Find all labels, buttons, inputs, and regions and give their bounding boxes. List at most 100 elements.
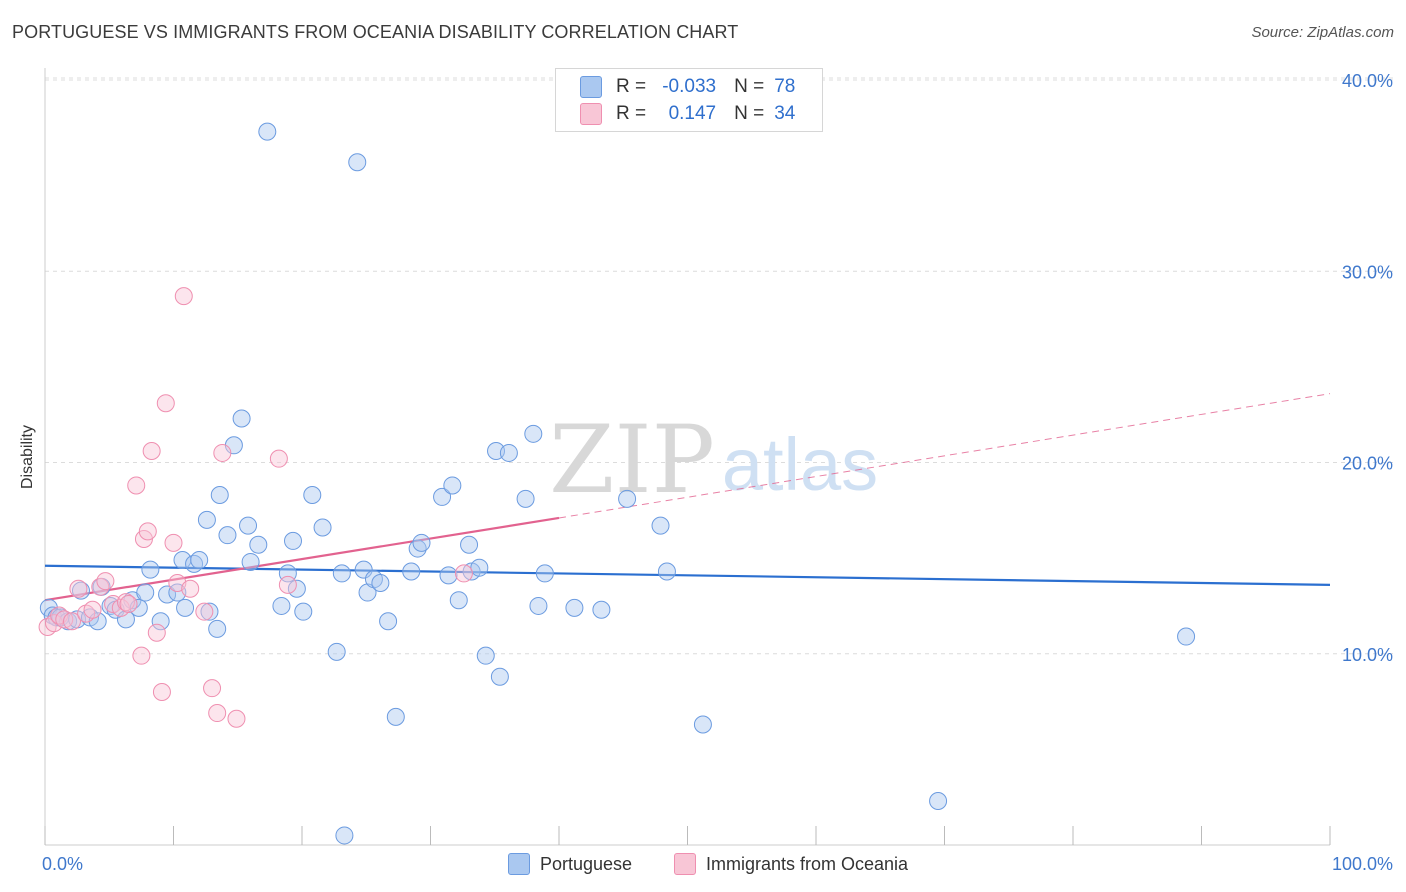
data-points — [38, 122, 1196, 845]
r-label: R = — [616, 103, 647, 124]
chart-title: PORTUGUESE VS IMMIGRANTS FROM OCEANIA DI… — [12, 22, 739, 42]
point-portuguese — [693, 715, 712, 734]
trend-lines — [44, 393, 1331, 602]
point-portuguese — [618, 489, 637, 508]
point-portuguese — [402, 562, 421, 581]
trend-line-oceania-extension — [558, 393, 1331, 519]
legend-swatch-oceania — [580, 103, 602, 125]
point-portuguese — [371, 573, 390, 592]
point-portuguese — [151, 612, 170, 631]
point-oceania — [142, 442, 161, 461]
point-portuguese — [208, 619, 227, 638]
n-value: 78 — [774, 76, 796, 97]
point-oceania — [181, 579, 200, 598]
point-oceania — [96, 572, 115, 591]
point-portuguese — [499, 443, 518, 462]
point-portuguese — [303, 486, 322, 505]
point-oceania — [227, 709, 246, 728]
point-portuguese — [313, 518, 332, 537]
watermark: ZIP atlas — [549, 406, 878, 515]
x-tick-label: 100.0% — [1332, 854, 1393, 874]
axes — [44, 68, 1331, 846]
legend-swatch — [508, 853, 530, 875]
watermark-zip: ZIP — [549, 406, 715, 515]
point-oceania — [269, 449, 288, 468]
point-oceania — [208, 704, 227, 723]
point-portuguese — [136, 583, 155, 602]
legend-label: Portuguese — [540, 853, 633, 874]
point-portuguese — [470, 558, 489, 577]
y-tick-label: 30.0% — [1342, 262, 1393, 282]
legend-label: Immigrants from Oceania — [706, 853, 909, 874]
point-oceania — [147, 623, 166, 642]
point-oceania — [127, 476, 146, 495]
point-portuguese — [232, 409, 251, 428]
legend-item-portuguese: Portuguese — [508, 852, 632, 876]
watermark-atlas: atlas — [722, 423, 878, 506]
point-oceania — [132, 646, 151, 665]
point-portuguese — [210, 486, 229, 505]
point-oceania — [119, 595, 138, 614]
point-portuguese — [272, 596, 291, 615]
point-portuguese — [386, 707, 405, 726]
point-portuguese — [294, 602, 313, 621]
r-value: -0.033 — [662, 76, 717, 97]
point-oceania — [164, 533, 183, 552]
point-portuguese — [258, 122, 277, 141]
x-tick-label: 0.0% — [42, 854, 83, 874]
r-label: R = — [616, 76, 647, 97]
point-portuguese — [529, 596, 548, 615]
point-portuguese — [929, 792, 948, 811]
point-portuguese — [379, 612, 398, 631]
point-portuguese — [651, 516, 670, 535]
point-portuguese — [439, 566, 458, 585]
point-portuguese — [249, 535, 268, 554]
point-oceania — [91, 577, 110, 596]
r-value: 0.147 — [668, 103, 717, 124]
point-oceania — [454, 564, 473, 583]
point-portuguese — [657, 562, 676, 581]
point-portuguese — [141, 560, 160, 579]
point-portuguese — [592, 600, 611, 619]
legend-row-oceania: R = 0.147 N = 34 — [580, 101, 795, 127]
point-oceania — [203, 679, 222, 698]
point-oceania — [83, 600, 102, 619]
point-portuguese — [284, 531, 303, 550]
point-oceania — [62, 612, 81, 631]
legend-swatch — [674, 853, 696, 875]
y-tick-label: 10.0% — [1342, 645, 1393, 665]
point-oceania — [278, 575, 297, 594]
legend-row-portuguese: R = -0.033 N = 78 — [580, 74, 795, 100]
point-portuguese — [433, 487, 452, 506]
point-portuguese — [449, 591, 468, 610]
point-portuguese — [327, 642, 346, 661]
point-oceania — [69, 579, 88, 598]
point-oceania — [156, 394, 175, 413]
point-portuguese — [287, 579, 306, 598]
point-portuguese — [332, 564, 351, 583]
point-portuguese — [1177, 627, 1196, 646]
point-portuguese — [535, 564, 554, 583]
point-oceania — [213, 443, 232, 462]
y-tick-label: 20.0% — [1342, 454, 1393, 474]
point-portuguese — [335, 826, 354, 845]
point-portuguese — [218, 526, 237, 545]
point-portuguese — [565, 598, 584, 617]
point-portuguese — [412, 533, 431, 552]
point-oceania — [55, 610, 74, 629]
point-portuguese — [71, 581, 90, 600]
point-oceania — [174, 287, 193, 306]
point-oceania — [116, 593, 135, 612]
legend-swatch-portuguese — [580, 76, 602, 98]
y-axis-label: Disability — [19, 424, 36, 490]
point-portuguese — [490, 667, 509, 686]
n-label: N = — [734, 76, 765, 97]
source-label: Source: ZipAtlas.com — [1251, 24, 1394, 41]
legend-item-oceania: Immigrants from Oceania — [674, 852, 908, 876]
point-portuguese — [200, 602, 219, 621]
point-portuguese — [476, 646, 495, 665]
point-oceania — [138, 522, 157, 541]
point-portuguese — [516, 489, 535, 508]
point-portuguese — [460, 535, 479, 554]
tick-labels: 10.0% 20.0% 30.0% 40.0% 0.0% 100.0% — [42, 71, 1393, 874]
